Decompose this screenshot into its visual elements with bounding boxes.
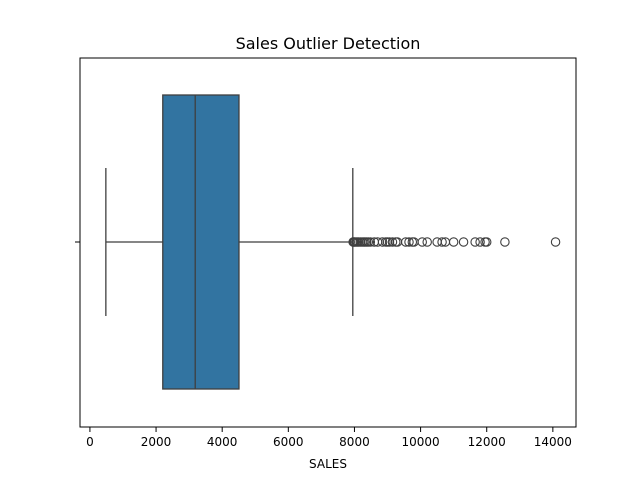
- outlier-point: [475, 237, 485, 247]
- x-tick-label: 4000: [207, 435, 238, 449]
- outlier-point: [448, 237, 459, 247]
- x-axis-label: SALES: [309, 457, 347, 471]
- outlier-point: [458, 237, 469, 247]
- x-tick-label: 6000: [273, 435, 304, 449]
- outlier-point: [422, 237, 432, 247]
- outlier-point: [404, 237, 414, 247]
- outlier-point: [387, 237, 398, 247]
- outlier-point: [550, 237, 561, 247]
- iqr-box: [162, 94, 240, 390]
- x-tick-label: 14000: [534, 435, 572, 449]
- x-tick-label: 12000: [468, 435, 506, 449]
- plot-area: [79, 57, 577, 428]
- outlier-point: [417, 237, 427, 247]
- x-tick-label: 10000: [401, 435, 439, 449]
- chart-title: Sales Outlier Detection: [236, 34, 421, 53]
- outlier-point: [365, 237, 376, 247]
- x-axis: 0 2000 4000 6000 8000 10000 12000 14000: [86, 427, 572, 449]
- x-tick-label: 8000: [339, 435, 370, 449]
- x-tick-label: 0: [86, 435, 94, 449]
- x-tick-label: 2000: [141, 435, 172, 449]
- outlier-point: [500, 237, 510, 247]
- outlier-point: [437, 237, 447, 247]
- outlier-point: [481, 237, 492, 247]
- outlier-point: [470, 237, 480, 247]
- outlier-point: [377, 237, 388, 247]
- outlier-point: [432, 237, 442, 247]
